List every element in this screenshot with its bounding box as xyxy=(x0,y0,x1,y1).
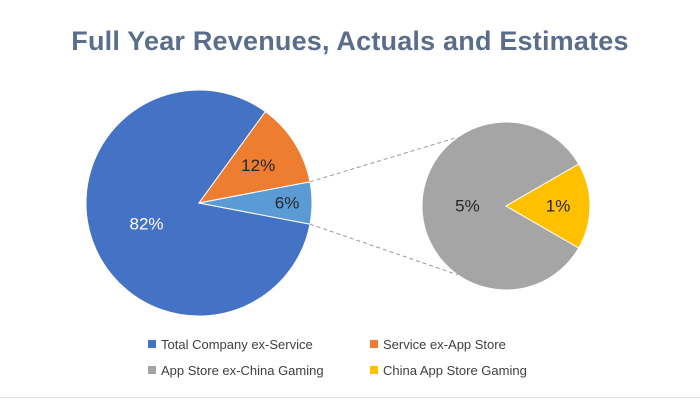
secondary-pie-slice xyxy=(421,121,580,291)
legend-label: China App Store Gaming xyxy=(383,362,527,378)
secondary-pie-slice xyxy=(504,163,591,249)
legend-item: App Store ex-China Gaming xyxy=(148,362,370,378)
data-label: 12% xyxy=(241,156,275,175)
pie-slice xyxy=(198,181,313,225)
data-label: 6% xyxy=(275,194,300,213)
legend-label: Service ex-App Store xyxy=(383,336,506,352)
chart-title: Full Year Revenues, Actuals and Estimate… xyxy=(71,26,629,56)
legend-label: Total Company ex-Service xyxy=(161,336,313,352)
chart-legend: Total Company ex-Service Service ex-App … xyxy=(148,336,568,378)
data-label: 82% xyxy=(129,214,163,233)
legend-swatch xyxy=(148,340,156,348)
connector-line xyxy=(309,223,458,276)
data-label: 5% xyxy=(455,197,480,216)
pie-slice xyxy=(85,89,311,317)
legend-swatch xyxy=(148,366,156,374)
legend-item: Service ex-App Store xyxy=(370,336,570,352)
pie-slice xyxy=(197,110,311,204)
legend-label: App Store ex-China Gaming xyxy=(161,362,324,378)
legend-swatch xyxy=(370,340,378,348)
bottom-divider xyxy=(0,397,700,398)
legend-swatch xyxy=(370,366,378,374)
data-label: 1% xyxy=(546,197,571,216)
legend-item: China App Store Gaming xyxy=(370,362,570,378)
legend-item: Total Company ex-Service xyxy=(148,336,370,352)
connector-line xyxy=(309,136,458,183)
